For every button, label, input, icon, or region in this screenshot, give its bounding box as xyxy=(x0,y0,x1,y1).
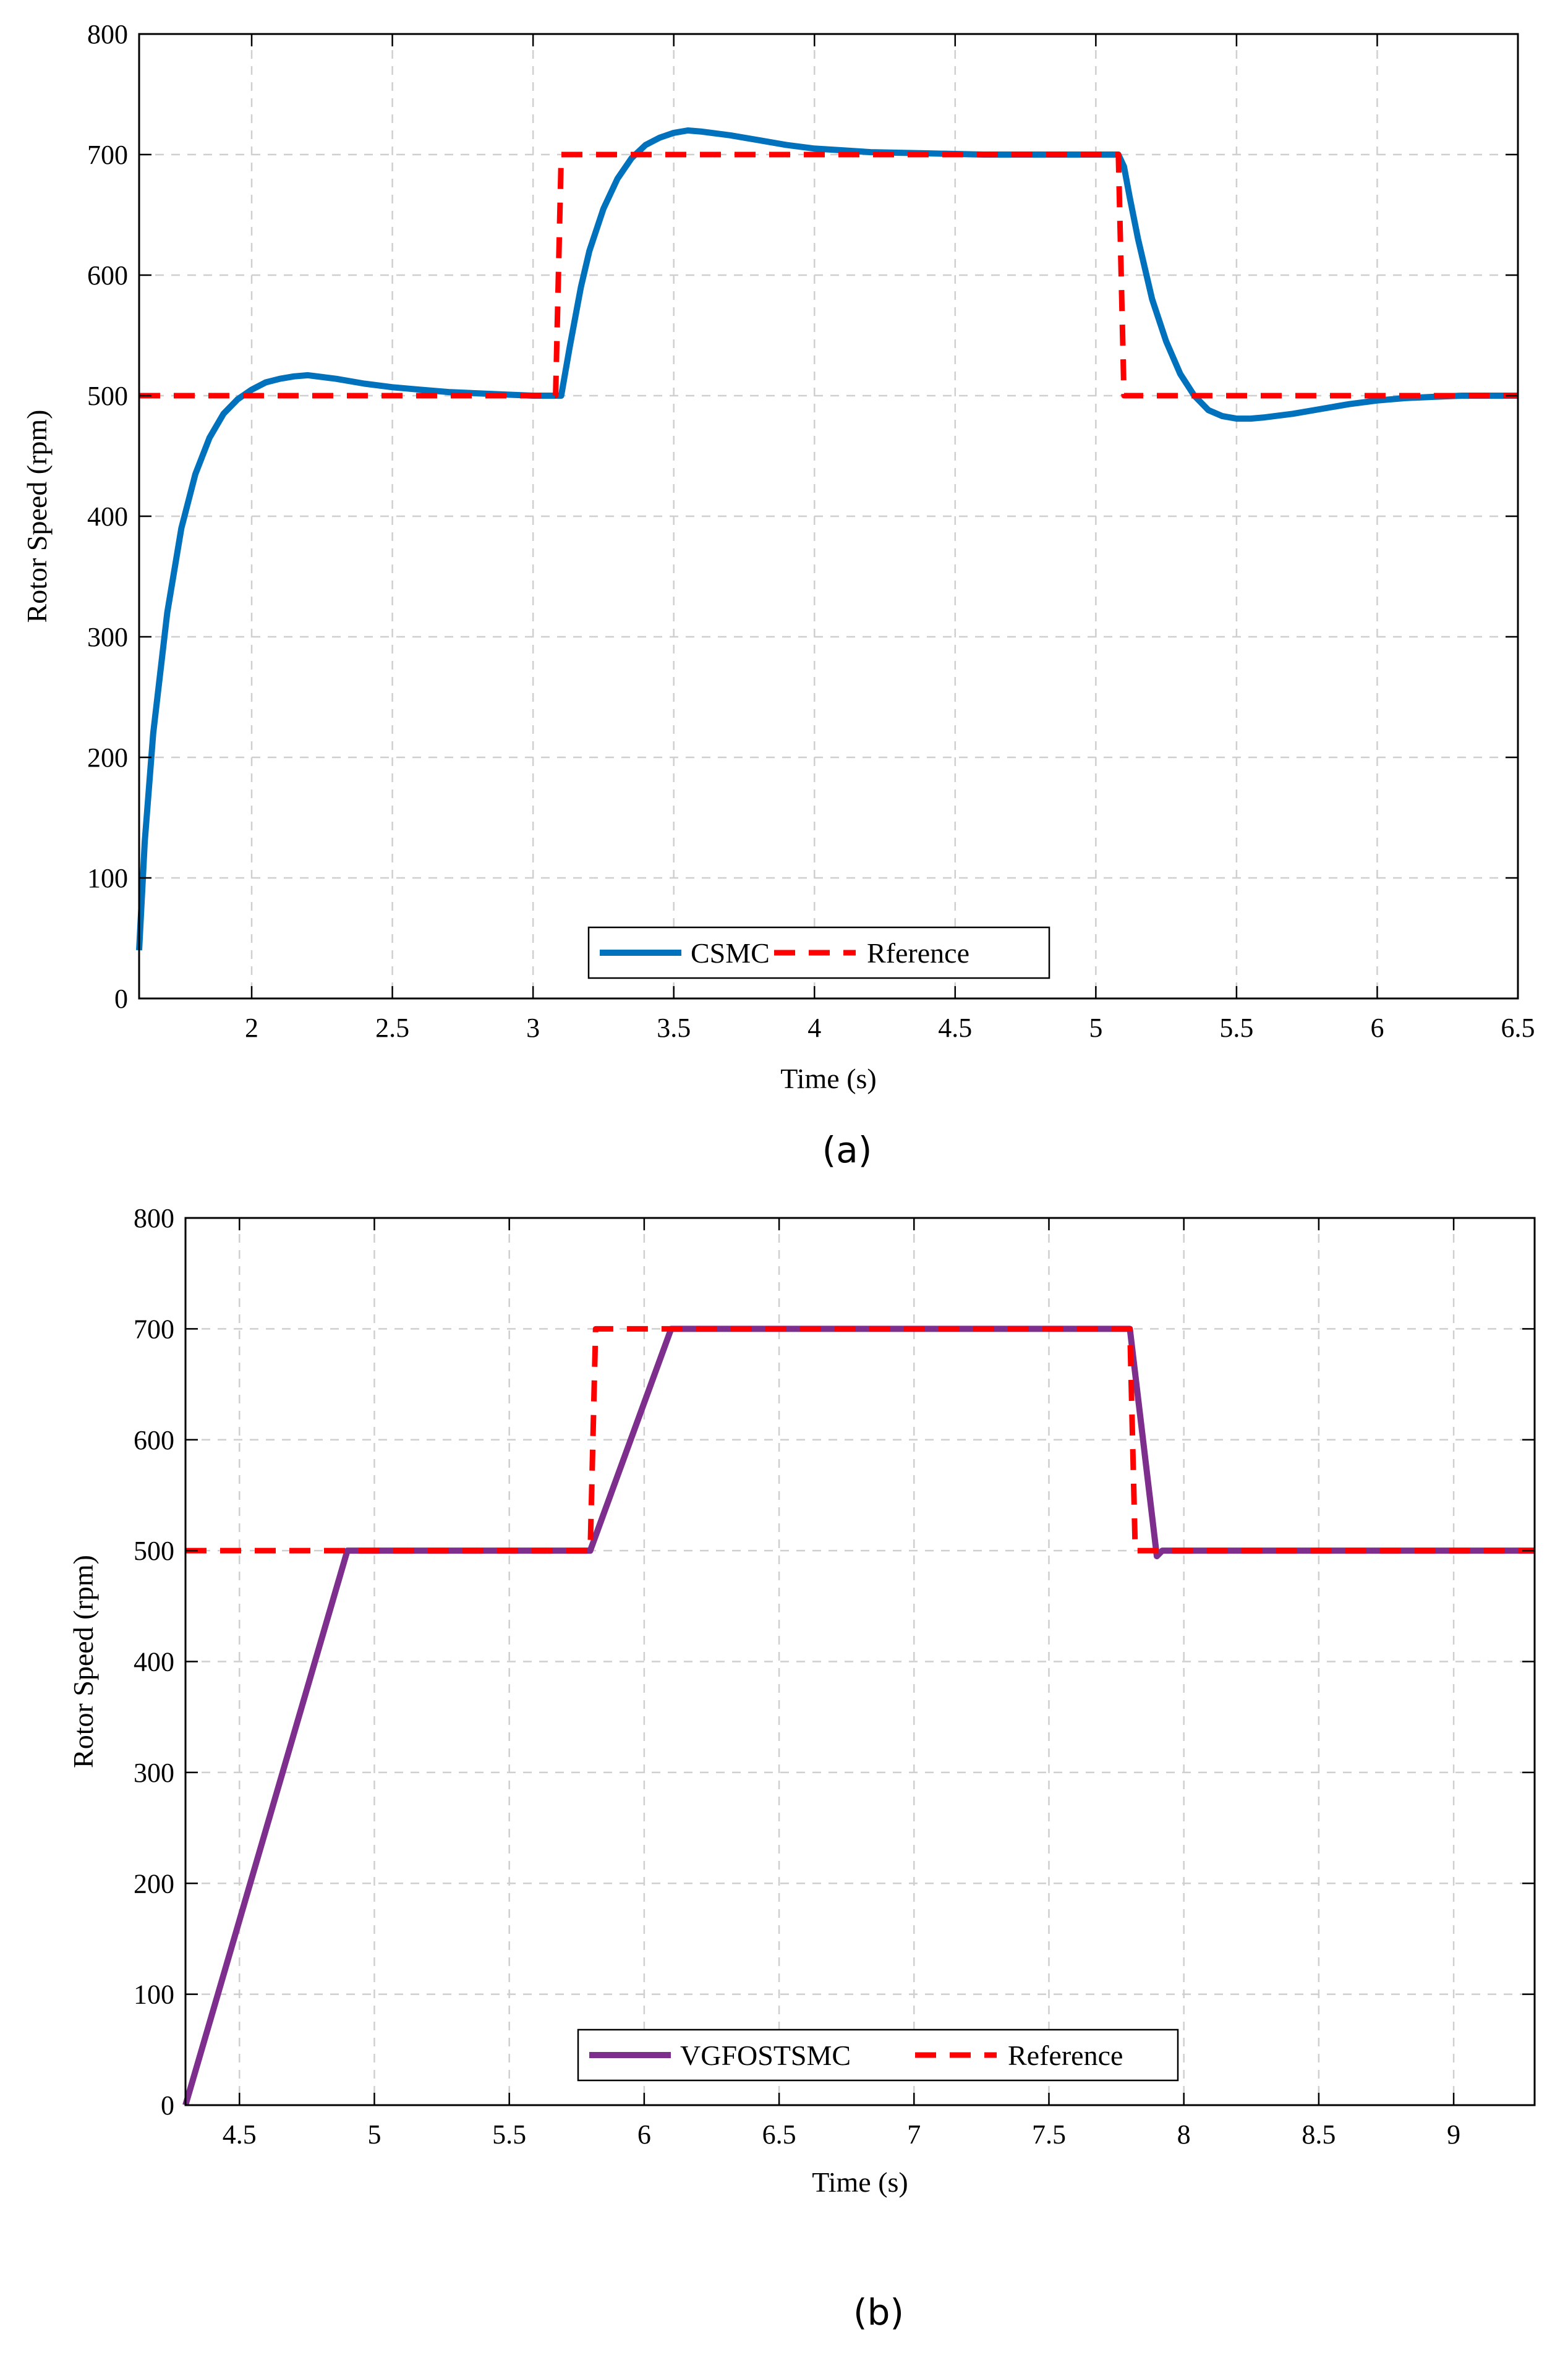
plot-frame-a xyxy=(138,33,1519,1000)
y-tick-label: 700 xyxy=(87,140,128,170)
legend-a: CSMC Rference xyxy=(587,926,1050,979)
x-tick-label: 6 xyxy=(1370,1013,1384,1043)
y-tick-label: 200 xyxy=(87,743,128,773)
x-tick-label: 5.5 xyxy=(492,2119,526,2150)
legend-label-csmc: CSMC xyxy=(691,937,770,969)
legend-box-b xyxy=(577,2028,1179,2082)
legend-label-vgfostsmc: VGFOSTSMC xyxy=(680,2040,851,2071)
series-line-rference xyxy=(139,151,1518,399)
series-line-vgfostsmc xyxy=(182,1326,1535,2106)
panel-label-b: (b) xyxy=(853,2291,904,2333)
x-tick-label: 2 xyxy=(245,1013,258,1043)
y-tick-label: 400 xyxy=(87,501,128,532)
y-tick-label: 500 xyxy=(87,381,128,411)
grid-a xyxy=(139,33,1519,1000)
y-tick-label: 300 xyxy=(87,622,128,652)
series-group-b xyxy=(182,1326,1535,2106)
series-group-a xyxy=(136,127,1518,951)
x-tick-label: 5 xyxy=(367,2119,381,2150)
y-tick-label: 300 xyxy=(134,1758,174,1788)
y-tick-label: 600 xyxy=(87,260,128,291)
x-axis-label-a: Time (s) xyxy=(780,1063,877,1094)
panel-b: 4.5 5 5.5 6 6.5 7 7.5 8 8.5 9 0 100 200 300 400 500 600 7… xyxy=(67,1203,1536,2333)
y-tick-label: 100 xyxy=(134,1980,174,2010)
x-tick-label: 5.5 xyxy=(1219,1013,1253,1043)
y-tick-label: 100 xyxy=(87,863,128,893)
x-tick-label: 6 xyxy=(637,2119,651,2150)
x-tick-label: 4.5 xyxy=(938,1013,972,1043)
y-tick-label: 800 xyxy=(134,1203,174,1233)
panel-a: 2 2.5 3 3.5 4 4.5 5 5.5 6 6.5 0 100 200 300 400 500 600 7… xyxy=(21,19,1535,1171)
y-tick-label: 500 xyxy=(134,1536,174,1566)
x-axis-label-b: Time (s) xyxy=(812,2166,908,2198)
x-tick-label: 6.5 xyxy=(762,2119,796,2150)
ticks-b: 4.5 5 5.5 6 6.5 7 7.5 8 8.5 9 0 100 200 300 400 500 600 7… xyxy=(134,1203,1535,2150)
legend-label-reference-b: Reference xyxy=(1008,2040,1123,2071)
y-tick-label: 800 xyxy=(87,19,128,49)
x-tick-label: 2.5 xyxy=(375,1013,409,1043)
y-tick-label: 200 xyxy=(134,1868,174,1899)
y-tick-label: 700 xyxy=(134,1314,174,1344)
panel-label-a: (a) xyxy=(822,1129,872,1171)
x-tick-label: 8 xyxy=(1177,2119,1191,2150)
x-tick-label: 5 xyxy=(1089,1013,1102,1043)
x-tick-label: 7 xyxy=(907,2119,921,2150)
x-tick-label: 3.5 xyxy=(657,1013,691,1043)
legend-label-reference-a: Rference xyxy=(867,937,969,969)
x-tick-label: 8.5 xyxy=(1302,2119,1336,2150)
y-tick-label: 600 xyxy=(134,1425,174,1455)
y-tick-label: 0 xyxy=(161,2090,174,2121)
x-tick-label: 3 xyxy=(526,1013,540,1043)
grid-b xyxy=(185,1217,1535,2106)
x-tick-label: 6.5 xyxy=(1501,1013,1535,1043)
ticks-a: 2 2.5 3 3.5 4 4.5 5 5.5 6 6.5 0 100 200 300 400 500 600 7… xyxy=(87,19,1535,1043)
x-tick-label: 4 xyxy=(807,1013,821,1043)
y-axis-label-a: Rotor Speed (rpm) xyxy=(21,410,53,623)
series-line-csmc xyxy=(136,127,1518,951)
x-tick-label: 9 xyxy=(1447,2119,1460,2150)
legend-b: VGFOSTSMC Reference xyxy=(577,2028,1179,2082)
x-tick-label: 4.5 xyxy=(223,2119,257,2150)
x-tick-label: 7.5 xyxy=(1032,2119,1066,2150)
y-tick-label: 400 xyxy=(134,1647,174,1677)
y-tick-label: 0 xyxy=(114,984,128,1014)
y-axis-label-b: Rotor Speed (rpm) xyxy=(67,1555,99,1768)
